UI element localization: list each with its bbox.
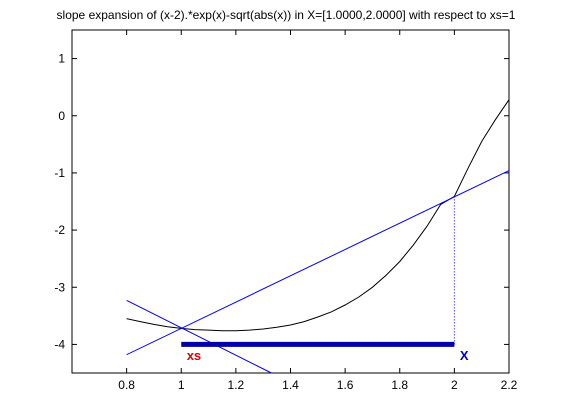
y-tick-label: 0 (58, 109, 65, 123)
x-tick-label: 1 (178, 378, 185, 392)
x-tick-label: 0.8 (118, 378, 135, 392)
x-tick-label: 1.6 (337, 378, 354, 392)
ticks-layer: 0.8 1 1.2 1.4 1.6 1.8 2 2.2 1 0 -1 -2 -3 -4 (54, 30, 518, 392)
y-tick-label: -1 (54, 166, 65, 180)
annotation-label: X (460, 348, 469, 363)
x-tick-label: 1.8 (391, 378, 408, 392)
plot-area (71, 29, 510, 374)
series-layer (126, 99, 510, 374)
x-tick-label: 1.4 (282, 378, 299, 392)
y-tick-label: 1 (58, 52, 65, 66)
series-lower-slope-line (126, 299, 272, 374)
y-tick-label: -3 (54, 280, 65, 294)
x-tick-label: 2 (451, 378, 458, 392)
y-tick-label: -2 (54, 223, 65, 237)
x-tick-label: 1.2 (228, 378, 245, 392)
x-tick-label: 2.2 (501, 378, 518, 392)
chart-title: slope expansion of (x-2).*exp(x)-sqrt(ab… (57, 8, 516, 22)
annotation-layer: xs X (187, 348, 469, 363)
annotation-label: xs (187, 348, 201, 363)
series-upper-slope-line (126, 170, 510, 356)
y-tick-label: -4 (54, 337, 65, 351)
